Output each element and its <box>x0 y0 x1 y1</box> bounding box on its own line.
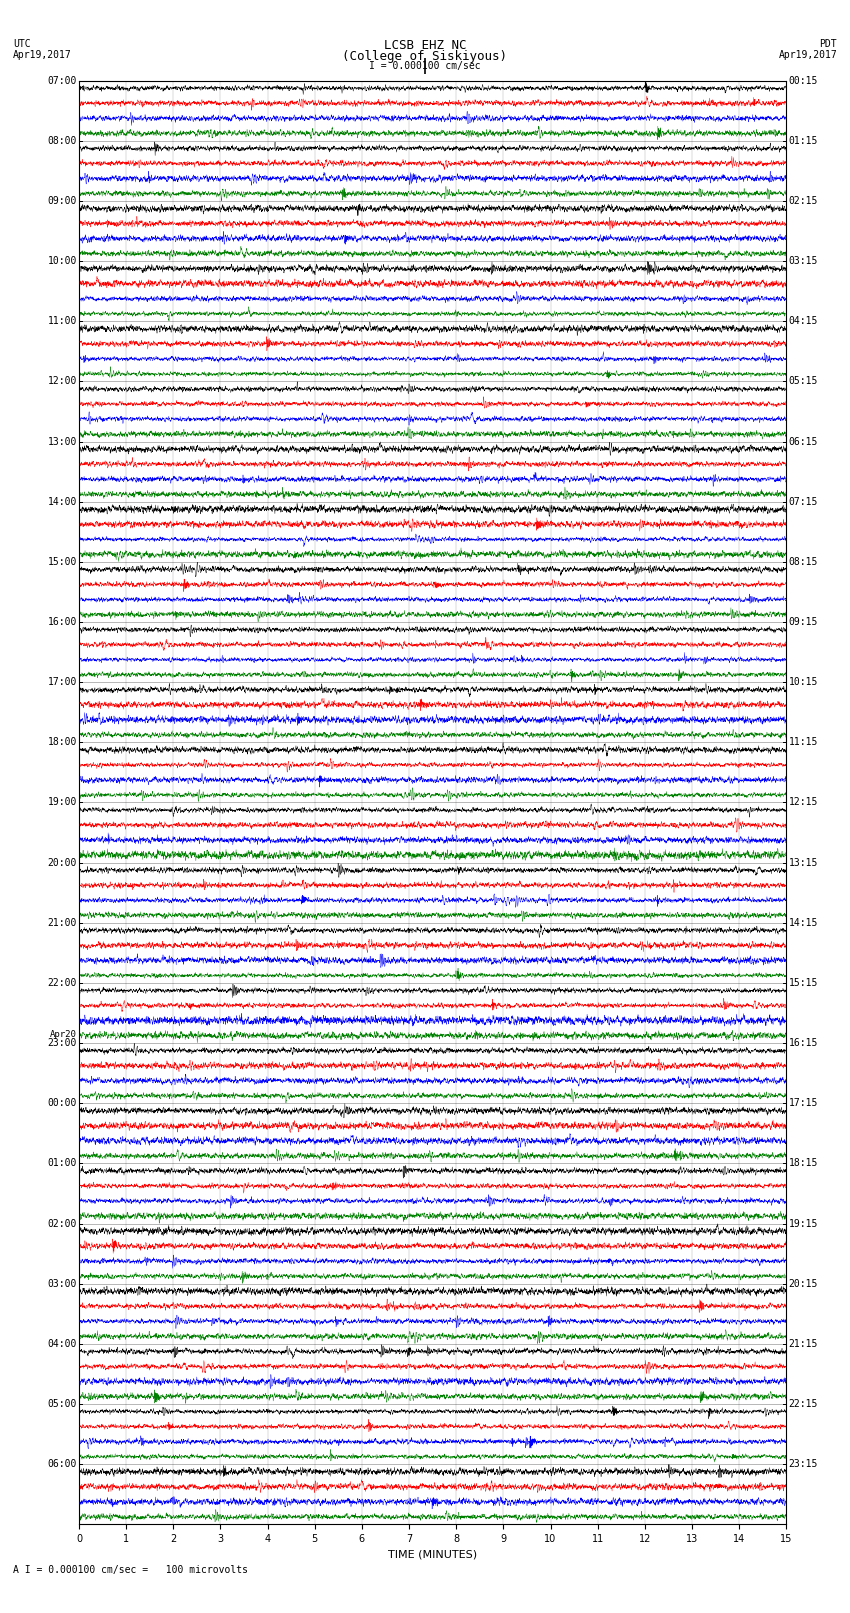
Text: 10:00: 10:00 <box>48 256 77 266</box>
Text: 03:15: 03:15 <box>788 256 818 266</box>
Text: 06:00: 06:00 <box>48 1460 77 1469</box>
Text: 17:15: 17:15 <box>788 1098 818 1108</box>
Text: 17:00: 17:00 <box>48 677 77 687</box>
Text: Apr20: Apr20 <box>50 1029 77 1039</box>
Text: 10:15: 10:15 <box>788 677 818 687</box>
Text: 22:00: 22:00 <box>48 977 77 987</box>
Text: 23:00: 23:00 <box>48 1039 77 1048</box>
Text: 02:15: 02:15 <box>788 195 818 206</box>
Text: Apr19,2017: Apr19,2017 <box>13 50 71 60</box>
Text: 20:15: 20:15 <box>788 1279 818 1289</box>
Text: 03:00: 03:00 <box>48 1279 77 1289</box>
Text: 14:15: 14:15 <box>788 918 818 927</box>
Text: 13:15: 13:15 <box>788 858 818 868</box>
Text: 21:15: 21:15 <box>788 1339 818 1348</box>
X-axis label: TIME (MINUTES): TIME (MINUTES) <box>388 1550 477 1560</box>
Text: 18:15: 18:15 <box>788 1158 818 1168</box>
Text: A I = 0.000100 cm/sec =   100 microvolts: A I = 0.000100 cm/sec = 100 microvolts <box>13 1565 247 1574</box>
Text: 07:15: 07:15 <box>788 497 818 506</box>
Text: 04:00: 04:00 <box>48 1339 77 1348</box>
Text: 16:15: 16:15 <box>788 1039 818 1048</box>
Text: 05:15: 05:15 <box>788 376 818 387</box>
Text: 12:15: 12:15 <box>788 797 818 808</box>
Text: 02:00: 02:00 <box>48 1218 77 1229</box>
Text: 12:00: 12:00 <box>48 376 77 387</box>
Text: 06:15: 06:15 <box>788 437 818 447</box>
Text: 11:00: 11:00 <box>48 316 77 326</box>
Text: 09:00: 09:00 <box>48 195 77 206</box>
Text: 20:00: 20:00 <box>48 858 77 868</box>
Text: UTC: UTC <box>13 39 31 48</box>
Text: 15:00: 15:00 <box>48 556 77 566</box>
Text: 11:15: 11:15 <box>788 737 818 747</box>
Text: 01:15: 01:15 <box>788 135 818 145</box>
Text: 13:00: 13:00 <box>48 437 77 447</box>
Text: 01:00: 01:00 <box>48 1158 77 1168</box>
Text: (College of Siskiyous): (College of Siskiyous) <box>343 50 507 63</box>
Text: 16:00: 16:00 <box>48 618 77 627</box>
Text: 22:15: 22:15 <box>788 1398 818 1410</box>
Text: 07:00: 07:00 <box>48 76 77 85</box>
Text: PDT: PDT <box>819 39 837 48</box>
Text: 15:15: 15:15 <box>788 977 818 987</box>
Text: Apr19,2017: Apr19,2017 <box>779 50 837 60</box>
Text: 08:15: 08:15 <box>788 556 818 566</box>
Text: 18:00: 18:00 <box>48 737 77 747</box>
Text: 08:00: 08:00 <box>48 135 77 145</box>
Text: I = 0.000100 cm/sec: I = 0.000100 cm/sec <box>369 61 481 71</box>
Text: 05:00: 05:00 <box>48 1398 77 1410</box>
Text: 21:00: 21:00 <box>48 918 77 927</box>
Text: LCSB EHZ NC: LCSB EHZ NC <box>383 39 467 52</box>
Text: 00:15: 00:15 <box>788 76 818 85</box>
Text: 04:15: 04:15 <box>788 316 818 326</box>
Text: 19:00: 19:00 <box>48 797 77 808</box>
Text: 09:15: 09:15 <box>788 618 818 627</box>
Text: 14:00: 14:00 <box>48 497 77 506</box>
Text: 00:00: 00:00 <box>48 1098 77 1108</box>
Text: 23:15: 23:15 <box>788 1460 818 1469</box>
Text: 19:15: 19:15 <box>788 1218 818 1229</box>
